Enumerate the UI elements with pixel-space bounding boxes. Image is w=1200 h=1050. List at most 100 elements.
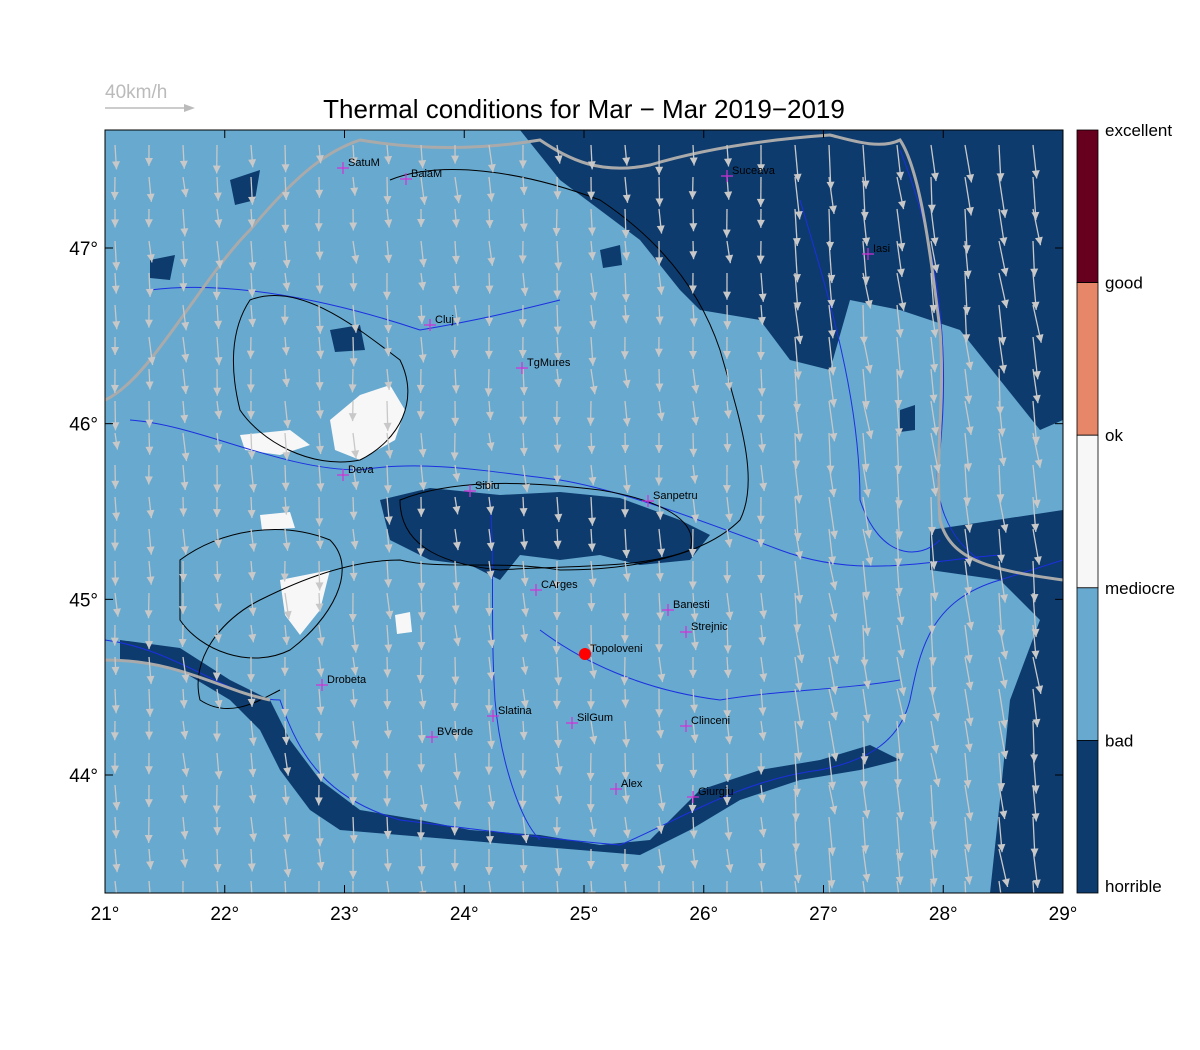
wind-arrow-head [864, 299, 873, 309]
wind-arrow-head [795, 550, 804, 560]
wind-arrow-head [723, 902, 731, 910]
wind-arrow-head [418, 448, 427, 458]
wind-arrow-head [828, 366, 837, 376]
wind-arrow-head [349, 699, 358, 708]
wind-arrow-head [518, 800, 527, 809]
wind-arrow-head [794, 905, 802, 913]
wind-arrow-head [554, 739, 563, 748]
wind-arrow-head [656, 825, 665, 834]
wind-arrow-head [351, 255, 360, 264]
wind-arrow-head [248, 196, 257, 205]
wind-arrow-head [144, 834, 153, 843]
wind-arrow-head [553, 540, 562, 549]
wind-arrow-head [281, 708, 290, 717]
wind-arrow-head [622, 739, 631, 748]
colorbar-label: mediocre [1105, 579, 1175, 598]
wind-arrow-head [1033, 556, 1042, 565]
colorbar-label: ok [1105, 426, 1123, 445]
wind-arrow-head [831, 655, 840, 665]
wind-arrow-head [859, 781, 868, 790]
wind-arrow-head [111, 285, 120, 294]
wind-arrow-head [281, 796, 290, 805]
wind-arrow-head [932, 778, 941, 787]
wind-arrow-head [896, 811, 905, 821]
wind-arrow-head [621, 229, 630, 239]
wind-arrow-head [486, 506, 495, 515]
wind-arrow-head [794, 752, 803, 761]
wind-arrow-head [723, 410, 732, 419]
city-label: Drobeta [327, 674, 367, 686]
wind-arrow-head [350, 540, 359, 550]
wind-arrow-head [113, 608, 121, 617]
wind-arrow-head [552, 581, 561, 590]
wind-arrow-head [756, 414, 765, 423]
wind-arrow-head [1001, 878, 1010, 887]
wind-arrow-head [725, 513, 733, 522]
wind-arrow-head [519, 223, 528, 232]
wind-arrow-head [144, 766, 153, 775]
city-label: BVerde [437, 726, 473, 738]
city-label: Slatina [498, 705, 533, 717]
wind-arrow-head [519, 186, 528, 195]
wind-arrow-head [282, 451, 291, 461]
wind-arrow-head [416, 411, 425, 420]
colorbar-label: excellent [1105, 121, 1172, 140]
wind-arrow-head [518, 255, 527, 264]
city-label: Alex [621, 778, 643, 790]
wind-arrow-head [282, 736, 290, 745]
wind-arrow-head [384, 219, 393, 228]
wind-arrow-head [758, 293, 767, 302]
wind-arrow-head [689, 318, 698, 327]
wind-arrow-head [758, 732, 767, 741]
wind-arrow-head [146, 546, 155, 555]
wind-arrow-head [112, 441, 121, 450]
wind-arrow-head [894, 399, 903, 409]
wind-arrow-head [315, 410, 324, 419]
wind-arrow-head [622, 484, 631, 494]
wind-arrow [114, 880, 118, 893]
wind-arrow-head [691, 384, 700, 394]
wind-arrow-head [759, 673, 768, 682]
wind-arrow-head [316, 773, 325, 782]
wind-arrow-head [384, 381, 393, 390]
wind-arrow-head [417, 582, 426, 591]
wind-arrow-head [179, 896, 187, 904]
wind-arrow-head [894, 465, 903, 474]
wind-arrow-head [863, 488, 872, 498]
wind-arrow-head [383, 669, 392, 678]
wind-arrow-head [351, 324, 360, 333]
wind-arrow-head [589, 385, 598, 395]
wind-arrow-head [795, 335, 804, 345]
wind-arrow-head [996, 494, 1005, 503]
wind-arrow-head [792, 237, 801, 247]
wind-arrow-head [452, 317, 461, 326]
city-label: Topoloveni [590, 643, 643, 655]
wind-arrow-head [997, 554, 1005, 563]
wind-arrow-head [452, 505, 461, 515]
wind-arrow-head [757, 766, 766, 775]
wind-arrow-head [282, 378, 291, 387]
wind-arrow-head [759, 482, 768, 492]
wind-arrow-head [519, 864, 528, 874]
wind-arrow-head [315, 382, 324, 391]
wind-arrow-head [518, 350, 527, 359]
wind-arrow-head [280, 573, 289, 582]
wind-arrow-head [554, 378, 563, 388]
wind-arrow-head [417, 866, 426, 875]
wind-arrow [828, 880, 831, 893]
wind-arrow-head [758, 794, 767, 803]
wind-arrow-head [246, 350, 255, 359]
wind-arrow-head [451, 385, 460, 394]
x-tick-label: 27° [809, 904, 838, 925]
wind-arrow [590, 880, 593, 893]
wind-arrow [454, 880, 457, 893]
wind-arrow-head [1032, 370, 1041, 380]
wind-arrow-head [487, 639, 496, 648]
wind-arrow-head [282, 282, 291, 291]
wind-arrow-head [656, 729, 665, 739]
wind-arrow-head [829, 805, 838, 815]
wind-arrow-head [520, 633, 529, 643]
wind-arrow-head [759, 610, 768, 619]
wind-arrow-head [248, 607, 257, 616]
